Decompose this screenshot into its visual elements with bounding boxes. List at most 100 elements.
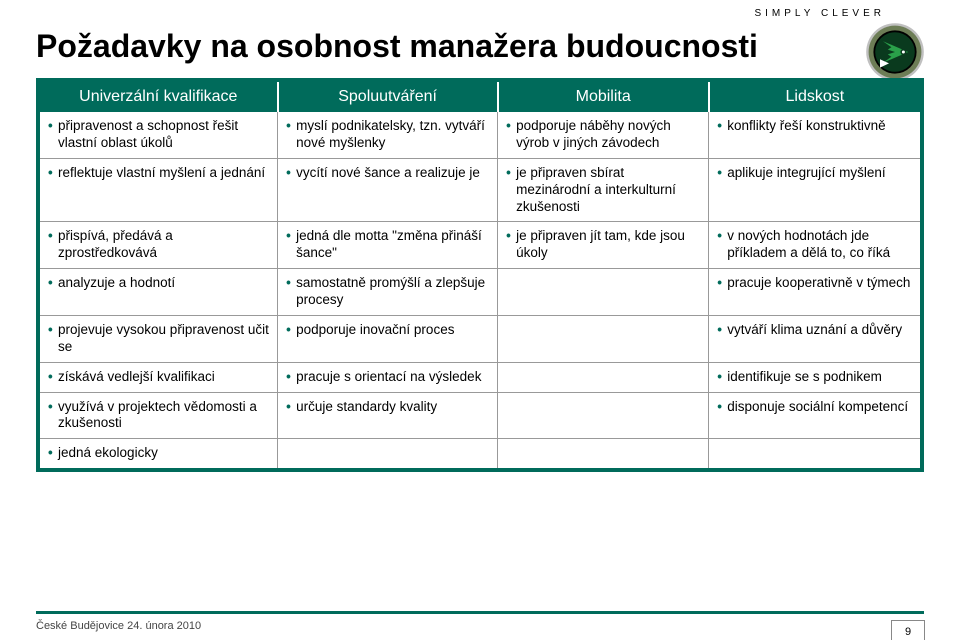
bullet-text: podporuje inovační proces: [296, 322, 489, 339]
bullet-icon: •: [286, 369, 296, 386]
bullet-icon: •: [48, 369, 58, 386]
bullet-icon: •: [48, 445, 58, 462]
table-cell: •myslí podnikatelsky, tzn. vytváří nové …: [278, 112, 498, 158]
bullet-text: jedná dle motta "změna přináší šance": [296, 228, 489, 262]
table-cell: •analyzuje a hodnotí: [40, 269, 278, 316]
table-cell: [709, 439, 920, 468]
matrix-table: Univerzální kvalifikaceSpoluutvářeníMobi…: [40, 82, 920, 468]
bullet-icon: •: [286, 399, 296, 416]
skoda-logo: [865, 22, 925, 82]
bullet-text: přispívá, předává a zprostředkovává: [58, 228, 269, 262]
column-header: Univerzální kvalifikace: [40, 82, 278, 112]
table-cell: •jedná ekologicky: [40, 439, 278, 468]
table-row: •využívá v projektech vědomosti a zkušen…: [40, 392, 920, 439]
table-cell: •identifikuje se s podnikem: [709, 362, 920, 392]
table-row: •připravenost a schopnost řešit vlastní …: [40, 112, 920, 158]
table-cell: •pracuje kooperativně v týmech: [709, 269, 920, 316]
table-cell: •je připraven sbírat mezinárodní a inter…: [498, 158, 709, 222]
bullet-icon: •: [506, 228, 516, 262]
bullet-icon: •: [717, 118, 727, 135]
bullet-icon: •: [48, 322, 58, 356]
table-row: •přispívá, předává a zprostředkovává•jed…: [40, 222, 920, 269]
bullet-text: analyzuje a hodnotí: [58, 275, 269, 292]
footer-rule: [36, 611, 924, 614]
table-cell: •vycítí nové šance a realizuje je: [278, 158, 498, 222]
table-cell: •získává vedlejší kvalifikaci: [40, 362, 278, 392]
bullet-text: podporuje náběhy nových výrob v jiných z…: [516, 118, 700, 152]
bullet-icon: •: [48, 399, 58, 433]
table-row: •projevuje vysokou připravenost učit se•…: [40, 315, 920, 362]
table-cell: •reflektuje vlastní myšlení a jednání: [40, 158, 278, 222]
footer-text: České Budějovice 24. února 2010: [36, 620, 201, 632]
bullet-text: připravenost a schopnost řešit vlastní o…: [58, 118, 269, 152]
bullet-text: pracuje s orientací na výsledek: [296, 369, 489, 386]
bullet-text: je připraven sbírat mezinárodní a interk…: [516, 165, 700, 216]
bullet-text: aplikuje integrující myšlení: [727, 165, 912, 182]
column-header: Mobilita: [498, 82, 709, 112]
table-row: •získává vedlejší kvalifikaci•pracuje s …: [40, 362, 920, 392]
table-cell: •v nových hodnotách jde příkladem a dělá…: [709, 222, 920, 269]
bullet-text: využívá v projektech vědomosti a zkušeno…: [58, 399, 269, 433]
table-cell: •pracuje s orientací na výsledek: [278, 362, 498, 392]
bullet-text: vytváří klima uznání a důvěry: [727, 322, 912, 339]
bullet-text: disponuje sociální kompetencí: [727, 399, 912, 416]
table-cell: •samostatně promýšlí a zlepšuje procesy: [278, 269, 498, 316]
slide: SIMPLY CLEVER Požadavky na osobnost mana…: [0, 0, 959, 642]
column-header: Spoluutváření: [278, 82, 498, 112]
page-number: 9: [891, 620, 925, 640]
bullet-icon: •: [717, 165, 727, 182]
bullet-icon: •: [48, 228, 58, 262]
bullet-text: samostatně promýšlí a zlepšuje procesy: [296, 275, 489, 309]
table-cell: [498, 439, 709, 468]
bullet-icon: •: [48, 118, 58, 152]
table-cell: •konflikty řeší konstruktivně: [709, 112, 920, 158]
bullet-text: je připraven jít tam, kde jsou úkoly: [516, 228, 700, 262]
bullet-icon: •: [286, 275, 296, 309]
bullet-text: získává vedlejší kvalifikaci: [58, 369, 269, 386]
table-row: •jedná ekologicky: [40, 439, 920, 468]
table-row: •reflektuje vlastní myšlení a jednání•vy…: [40, 158, 920, 222]
bullet-text: myslí podnikatelsky, tzn. vytváří nové m…: [296, 118, 489, 152]
bullet-text: konflikty řeší konstruktivně: [727, 118, 912, 135]
table-cell: •připravenost a schopnost řešit vlastní …: [40, 112, 278, 158]
table-cell: •podporuje inovační proces: [278, 315, 498, 362]
bullet-icon: •: [48, 165, 58, 182]
bullet-icon: •: [286, 165, 296, 182]
page-title: Požadavky na osobnost manažera budoucnos…: [36, 28, 758, 65]
table-cell: [498, 269, 709, 316]
bullet-text: v nových hodnotách jde příkladem a dělá …: [727, 228, 912, 262]
bullet-icon: •: [506, 165, 516, 216]
table-cell: [498, 362, 709, 392]
bullet-icon: •: [286, 228, 296, 262]
bullet-text: určuje standardy kvality: [296, 399, 489, 416]
bullet-icon: •: [717, 322, 727, 339]
bullet-icon: •: [717, 228, 727, 262]
table-cell: •aplikuje integrující myšlení: [709, 158, 920, 222]
table-cell: [498, 392, 709, 439]
bullet-icon: •: [286, 322, 296, 339]
table-cell: •jedná dle motta "změna přináší šance": [278, 222, 498, 269]
table-cell: [498, 315, 709, 362]
tagline: SIMPLY CLEVER: [754, 8, 885, 19]
matrix-frame: Univerzální kvalifikaceSpoluutvářeníMobi…: [36, 78, 924, 472]
bullet-icon: •: [506, 118, 516, 152]
bullet-text: pracuje kooperativně v týmech: [727, 275, 912, 292]
table-cell: •určuje standardy kvality: [278, 392, 498, 439]
table-cell: •vytváří klima uznání a důvěry: [709, 315, 920, 362]
column-header: Lidskost: [709, 82, 920, 112]
table-cell: •je připraven jít tam, kde jsou úkoly: [498, 222, 709, 269]
table-cell: •podporuje náběhy nových výrob v jiných …: [498, 112, 709, 158]
bullet-icon: •: [48, 275, 58, 292]
table-cell: •využívá v projektech vědomosti a zkušen…: [40, 392, 278, 439]
table-cell: •projevuje vysokou připravenost učit se: [40, 315, 278, 362]
table-cell: •přispívá, předává a zprostředkovává: [40, 222, 278, 269]
bullet-icon: •: [286, 118, 296, 152]
table-cell: •disponuje sociální kompetencí: [709, 392, 920, 439]
bullet-text: vycítí nové šance a realizuje je: [296, 165, 489, 182]
bullet-text: identifikuje se s podnikem: [727, 369, 912, 386]
bullet-icon: •: [717, 369, 727, 386]
table-row: •analyzuje a hodnotí•samostatně promýšlí…: [40, 269, 920, 316]
bullet-text: jedná ekologicky: [58, 445, 269, 462]
bullet-text: reflektuje vlastní myšlení a jednání: [58, 165, 269, 182]
bullet-icon: •: [717, 275, 727, 292]
